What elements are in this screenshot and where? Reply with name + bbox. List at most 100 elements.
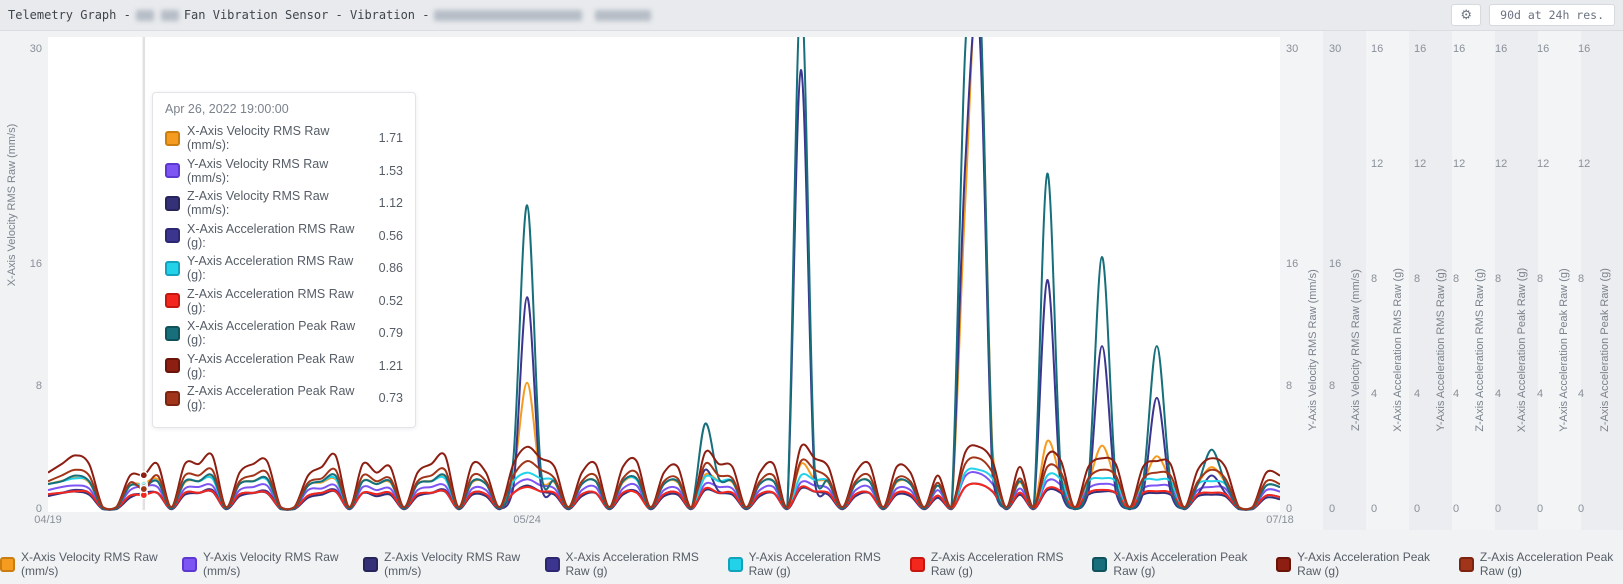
right-axis-tick: 4: [1537, 388, 1544, 400]
series-color-swatch: [165, 163, 180, 178]
legend-item[interactable]: Z-Axis Velocity RMS Raw (mm/s): [363, 550, 525, 578]
legend-label: X-Axis Acceleration Peak Raw (g): [1113, 550, 1248, 578]
axis-column-stripe: [1495, 31, 1538, 530]
axis-column-stripe: [1323, 31, 1366, 530]
right-axis-tick: 30: [1329, 43, 1342, 55]
title-prefix: Telemetry Graph -: [8, 8, 131, 22]
series-color-swatch: [0, 556, 15, 572]
redacted-device-id: [434, 9, 583, 21]
redacted-asset-name: [135, 9, 154, 21]
legend-label: Y-Axis Acceleration Peak Raw (g): [1297, 550, 1431, 578]
tooltip-timestamp: Apr 26, 2022 19:00:00: [165, 102, 289, 116]
legend-label: Y-Axis Acceleration RMS Raw (g): [748, 550, 881, 578]
chart-legend: X-Axis Velocity RMS Raw (mm/s) Y-Axis Vel…: [0, 550, 1623, 578]
right-y-axis-label: Y-Axis Acceleration RMS Raw (g): [1435, 268, 1447, 432]
tooltip-row: X-Axis Acceleration Peak Raw (g): 0.79: [165, 319, 403, 347]
legend-item[interactable]: Y-Axis Velocity RMS Raw (mm/s): [182, 550, 344, 578]
right-axis-tick: 12: [1414, 158, 1427, 170]
legend-item[interactable]: X-Axis Acceleration Peak Raw (g): [1092, 550, 1257, 578]
right-axis-tick: 16: [1578, 43, 1591, 55]
series-color-swatch: [1276, 556, 1292, 572]
title-sensor: Fan Vibration Sensor - Vibration -: [183, 8, 430, 22]
legend-item[interactable]: Y-Axis Acceleration Peak Raw (g): [1276, 550, 1440, 578]
right-axis-tick: 30: [1286, 43, 1299, 55]
tooltip-series-value: 1.71: [378, 131, 403, 145]
right-axis-tick: 0: [1371, 503, 1378, 515]
series-color-swatch: [1458, 556, 1474, 572]
axis-column-stripe: [1581, 31, 1623, 530]
right-axis-tick: 0: [1495, 503, 1502, 515]
right-axis-tick: 12: [1537, 158, 1550, 170]
axis-column-stripe: [1280, 31, 1323, 530]
right-axis-tick: 8: [1414, 273, 1421, 285]
right-y-axis-label: X-Axis Acceleration RMS Raw (g): [1392, 268, 1404, 432]
legend-item[interactable]: X-Axis Velocity RMS Raw (mm/s): [0, 550, 163, 578]
tooltip-row: X-Axis Velocity RMS Raw (mm/s): 1.71: [165, 124, 403, 152]
tooltip-row: Y-Axis Acceleration Peak Raw (g): 1.21: [165, 352, 403, 380]
right-axis-tick: 16: [1286, 257, 1299, 270]
series-color-swatch: [165, 358, 180, 373]
tooltip-series-label: Y-Axis Velocity RMS Raw (mm/s):: [187, 156, 329, 185]
right-y-axis-label: Z-Axis Acceleration RMS Raw (g): [1474, 268, 1486, 432]
tooltip-series-label: Y-Axis Acceleration RMS Raw (g):: [187, 254, 354, 282]
tooltip-row: Z-Axis Acceleration Peak Raw (g): 0.73: [165, 384, 403, 412]
tooltip-series-label: X-Axis Acceleration RMS Raw (g):: [187, 221, 355, 250]
legend-label: Z-Axis Acceleration Peak Raw (g): [1479, 550, 1614, 578]
tooltip-row: Y-Axis Velocity RMS Raw (mm/s): 1.53: [165, 157, 403, 185]
hover-tooltip: Apr 26, 2022 19:00:00 X-Axis Velocity RM…: [152, 92, 416, 428]
tooltip-row: Z-Axis Acceleration RMS Raw (g): 0.52: [165, 287, 403, 315]
axis-column-stripe: [1409, 31, 1452, 530]
legend-label: X-Axis Velocity RMS Raw (mm/s): [21, 550, 158, 578]
series-color-swatch: [165, 195, 180, 211]
tooltip-series-label: Z-Axis Velocity RMS Raw (mm/s):: [187, 189, 329, 217]
tooltip-series-value: 1.12: [378, 196, 403, 210]
tooltip-series-value: 0.56: [378, 228, 403, 243]
tooltip-row: X-Axis Acceleration RMS Raw (g): 0.56: [165, 222, 403, 250]
right-axis-tick: 8: [1286, 380, 1293, 393]
redacted-asset-name: [160, 9, 179, 21]
hover-point: [139, 484, 148, 494]
right-axis-tick: 4: [1578, 388, 1585, 400]
hover-point: [139, 471, 148, 480]
right-axis-tick: 8: [1495, 273, 1502, 285]
right-axis-tick: 4: [1453, 388, 1460, 400]
tooltip-row: Z-Axis Velocity RMS Raw (mm/s): 1.12: [165, 189, 403, 217]
right-y-axis-label: Z-Axis Acceleration Peak Raw (g): [1599, 268, 1611, 432]
right-axis-tick: 16: [1371, 43, 1384, 55]
tooltip-series-value: 0.79: [378, 326, 403, 340]
tooltip-series-value: 0.52: [378, 293, 403, 308]
series-color-swatch: [165, 390, 180, 406]
right-axis-tick: 8: [1453, 273, 1460, 285]
right-axis-tick: 8: [1578, 273, 1585, 285]
time-range-button[interactable]: 90d at 24h res.: [1489, 4, 1615, 26]
axis-column-stripe: [1366, 31, 1409, 530]
page-title: Telemetry Graph - Fan Vibration Sensor - …: [8, 8, 656, 22]
redacted-device-id: [595, 9, 652, 21]
right-axis-tick: 4: [1495, 388, 1502, 400]
right-axis-tick: 12: [1578, 158, 1591, 170]
right-axis-tick: 8: [1371, 273, 1378, 285]
tooltip-series-label: Z-Axis Acceleration RMS Raw (g):: [187, 286, 354, 315]
right-axis-tick: 0: [1537, 503, 1544, 515]
right-axis-tick: 4: [1414, 388, 1421, 400]
series-color-swatch: [165, 325, 180, 341]
legend-item[interactable]: Z-Axis Acceleration RMS Raw (g): [909, 550, 1074, 578]
right-axis-tick: 16: [1495, 43, 1508, 55]
tooltip-series-label: X-Axis Velocity RMS Raw (mm/s):: [187, 124, 330, 152]
right-y-axis-label: Z-Axis Velocity RMS Raw (mm/s): [1350, 269, 1362, 431]
tooltip-rows: X-Axis Velocity RMS Raw (mm/s): 1.71 Y-Axi…: [165, 124, 403, 412]
left-axis-tick: 30: [29, 43, 42, 55]
right-axis-tick: 16: [1537, 43, 1550, 55]
toolbar: ⚙ 90d at 24h res.: [1451, 4, 1615, 26]
legend-item[interactable]: Z-Axis Acceleration Peak Raw (g): [1458, 550, 1623, 578]
tooltip-series-value: 0.73: [378, 391, 403, 405]
series-color-swatch: [182, 556, 197, 572]
tooltip-series-value: 1.21: [378, 358, 403, 373]
right-axis-tick: 0: [1453, 503, 1460, 515]
settings-button[interactable]: ⚙: [1451, 4, 1482, 26]
legend-item[interactable]: Y-Axis Acceleration RMS Raw (g): [727, 550, 891, 578]
right-axis-tick: 0: [1578, 503, 1585, 515]
legend-label: Y-Axis Velocity RMS Raw (mm/s): [203, 550, 339, 578]
legend-item[interactable]: X-Axis Acceleration RMS Raw (g): [544, 550, 709, 578]
